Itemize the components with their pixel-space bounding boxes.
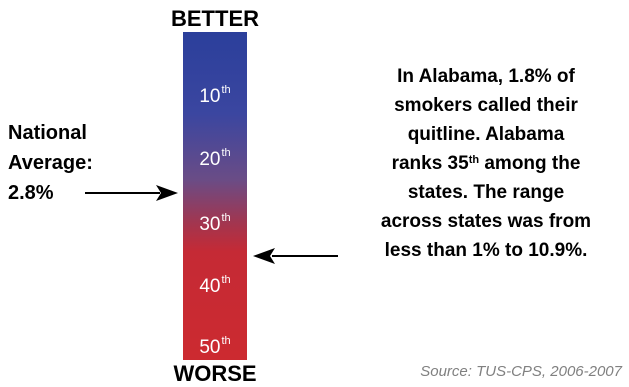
source-caption: Source: TUS-CPS, 2006-2007 bbox=[370, 364, 622, 379]
alabama-description: In Alabama, 1.8% of smokers called their… bbox=[355, 62, 617, 265]
worse-label: WORSE bbox=[152, 363, 278, 385]
national-average-value: 2.8% bbox=[8, 178, 93, 208]
description-line-2: smokers called their bbox=[355, 91, 617, 120]
rank-40-label: 40th bbox=[183, 277, 247, 296]
ranking-scale-bar: 10th 20th 30th 40th 50th bbox=[183, 32, 247, 360]
national-average-arrow bbox=[85, 185, 178, 201]
better-label: BETTER bbox=[152, 8, 278, 30]
description-line-6: across states was from bbox=[355, 207, 617, 236]
description-line-1: In Alabama, 1.8% of bbox=[355, 62, 617, 91]
description-line-7: less than 1% to 10.9%. bbox=[355, 236, 617, 265]
description-line-4: ranks 35th among the bbox=[355, 149, 617, 178]
rank-30-label: 30th bbox=[183, 215, 247, 234]
national-average-label: National Average: 2.8% bbox=[8, 118, 93, 208]
rank-10-label: 10th bbox=[183, 87, 247, 106]
description-line-5: states. The range bbox=[355, 178, 617, 207]
rank-50-label: 50th bbox=[183, 338, 247, 357]
description-line-3: quitline. Alabama bbox=[355, 120, 617, 149]
state-rank-arrow bbox=[253, 248, 338, 264]
national-average-line2: Average: bbox=[8, 148, 93, 178]
rank-20-label: 20th bbox=[183, 150, 247, 169]
national-average-line1: National bbox=[8, 118, 93, 148]
